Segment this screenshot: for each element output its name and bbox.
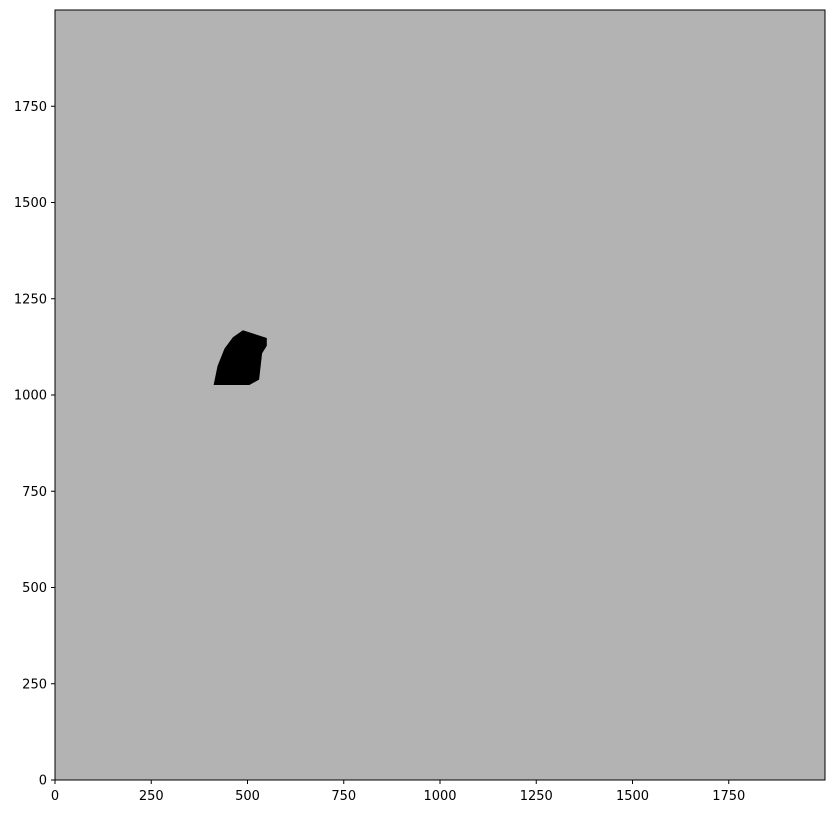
x-tick-label: 1000 <box>423 789 456 804</box>
x-tick-label: 0 <box>51 789 59 804</box>
y-tick-label: 1000 <box>14 389 47 404</box>
y-tick-label: 0 <box>39 774 47 789</box>
x-tick-label: 1250 <box>520 789 553 804</box>
y-axis: 0 250 500 750 1000 1250 1500 1750 <box>14 100 55 789</box>
y-tick-label: 500 <box>22 581 47 596</box>
x-tick-label: 1500 <box>616 789 649 804</box>
y-tick-label: 250 <box>22 677 47 692</box>
y-tick-label: 1500 <box>14 196 47 211</box>
plot-background <box>55 10 825 780</box>
x-axis: 0 250 500 750 1000 1250 1500 1750 <box>51 780 745 804</box>
x-tick-label: 750 <box>331 789 356 804</box>
y-tick-label: 1250 <box>14 292 47 307</box>
y-tick-label: 1750 <box>14 100 47 115</box>
dark-region <box>213 330 267 385</box>
x-tick-label: 250 <box>139 789 164 804</box>
x-tick-label: 1750 <box>712 789 745 804</box>
x-tick-label: 500 <box>235 789 260 804</box>
y-tick-label: 750 <box>22 485 47 500</box>
